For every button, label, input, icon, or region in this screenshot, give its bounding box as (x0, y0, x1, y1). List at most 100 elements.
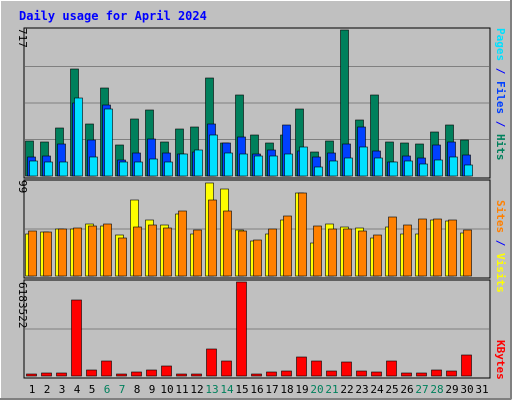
bar-pages-day-25 (389, 161, 398, 177)
bar-pages-day-30 (464, 164, 473, 177)
bar-sites-day-1 (28, 230, 37, 277)
bar-sites-day-10 (163, 227, 172, 277)
bar-sites-day-23 (358, 230, 367, 277)
hits-y-max-label: 717 (16, 28, 29, 48)
bar-sites-day-15 (238, 230, 247, 277)
bar-kbytes-day-25 (386, 360, 397, 377)
bar-kbytes-day-22 (341, 361, 352, 377)
hits-legend-item-1: / (494, 61, 507, 81)
bar-kbytes-day-17 (266, 371, 277, 377)
visits-legend-item-2: Visits (494, 253, 507, 293)
bar-sites-day-29 (448, 219, 457, 277)
visits-legend-item-1: / (494, 233, 507, 253)
x-label-day-15: 15 (235, 383, 248, 396)
bar-pages-day-7 (119, 161, 128, 177)
chart-title: Daily usage for April 2024 (19, 9, 207, 23)
kbytes-legend: KBytes (494, 340, 507, 380)
bar-pages-day-9 (149, 158, 158, 177)
bar-kbytes-day-14 (221, 360, 232, 377)
x-label-day-18: 18 (280, 383, 293, 396)
x-label-day-24: 24 (370, 383, 384, 396)
bar-pages-day-23 (359, 146, 368, 177)
bar-kbytes-day-6 (101, 360, 112, 377)
bar-sites-day-22 (343, 228, 352, 277)
bar-kbytes-day-21 (326, 370, 337, 377)
x-label-day-14: 14 (220, 383, 234, 396)
bar-kbytes-day-1 (26, 373, 37, 377)
hits-legend-item-2: Files (494, 81, 507, 114)
bar-kbytes-day-15 (236, 281, 247, 377)
x-label-day-9: 9 (149, 383, 156, 396)
bar-sites-day-27 (418, 218, 427, 277)
bar-kbytes-day-2 (41, 372, 52, 377)
bar-sites-day-2 (43, 231, 52, 277)
visits-y-max-label: 99 (16, 180, 29, 193)
x-label-day-30: 30 (460, 383, 473, 396)
bar-sites-day-20 (313, 225, 322, 277)
bar-sites-day-25 (388, 216, 397, 277)
bar-kbytes-day-28 (431, 369, 442, 377)
bar-pages-day-22 (344, 157, 353, 177)
bar-sites-day-4 (73, 227, 82, 277)
hits-legend-item-3: / (494, 114, 507, 134)
x-label-day-20: 20 (310, 383, 323, 396)
bar-kbytes-day-10 (161, 365, 172, 377)
bar-pages-day-4 (74, 97, 83, 177)
bar-pages-day-19 (299, 146, 308, 177)
bar-pages-day-18 (284, 153, 293, 177)
bar-kbytes-day-29 (446, 370, 457, 377)
x-label-day-26: 26 (400, 383, 413, 396)
x-label-day-23: 23 (355, 383, 368, 396)
x-label-day-11: 11 (175, 383, 188, 396)
bar-pages-day-29 (449, 156, 458, 177)
bar-kbytes-day-5 (86, 369, 97, 377)
bar-sites-day-6 (103, 223, 112, 277)
bar-kbytes-day-9 (146, 369, 157, 377)
bar-sites-day-17 (268, 228, 277, 277)
bar-sites-day-9 (148, 224, 157, 277)
bar-pages-day-8 (134, 161, 143, 177)
bar-pages-day-27 (419, 163, 428, 177)
bars (25, 29, 473, 377)
bar-sites-day-24 (373, 234, 382, 277)
bar-sites-day-11 (178, 210, 187, 277)
bar-kbytes-day-26 (401, 372, 412, 377)
bar-pages-day-14 (224, 152, 233, 177)
x-label-day-7: 7 (119, 383, 126, 396)
bar-sites-day-8 (133, 226, 142, 277)
x-label-day-10: 10 (160, 383, 173, 396)
x-label-day-21: 21 (325, 383, 338, 396)
visits-legend-item-0: Sites (494, 200, 507, 233)
bar-kbytes-day-24 (371, 371, 382, 377)
bar-pages-day-26 (404, 160, 413, 177)
hits-legend-text: Pages / Files / Hits (494, 28, 507, 161)
x-label-day-12: 12 (190, 383, 203, 396)
bar-pages-day-28 (434, 159, 443, 177)
bar-kbytes-day-4 (71, 299, 82, 377)
bar-sites-day-12 (193, 229, 202, 277)
bar-pages-day-21 (329, 160, 338, 177)
kbytes-y-max-label: 6183522 (16, 282, 29, 328)
bar-kbytes-day-18 (281, 370, 292, 377)
bar-kbytes-day-3 (56, 372, 67, 377)
x-label-day-13: 13 (205, 383, 218, 396)
bar-sites-day-21 (328, 228, 337, 277)
x-label-day-5: 5 (89, 383, 96, 396)
bar-sites-day-3 (58, 228, 67, 277)
bar-kbytes-day-16 (251, 373, 262, 377)
x-label-day-19: 19 (295, 383, 308, 396)
bar-kbytes-day-19 (296, 356, 307, 377)
bar-pages-day-11 (179, 153, 188, 177)
visits-legend: Sites / Visits (494, 200, 507, 293)
x-label-day-4: 4 (74, 383, 81, 396)
bar-pages-day-12 (194, 149, 203, 177)
bar-kbytes-day-23 (356, 370, 367, 377)
bar-pages-day-6 (104, 108, 113, 177)
bar-pages-day-13 (209, 134, 218, 177)
bar-kbytes-day-20 (311, 360, 322, 377)
bar-sites-day-5 (88, 225, 97, 277)
bar-kbytes-day-13 (206, 348, 217, 377)
x-label-day-6: 6 (104, 383, 111, 396)
x-label-day-3: 3 (59, 383, 66, 396)
